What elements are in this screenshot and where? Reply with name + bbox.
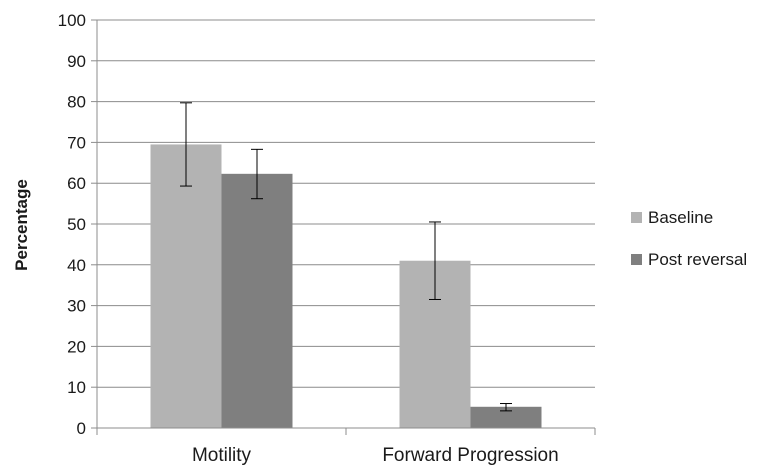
bar-baseline-motility [150, 144, 222, 428]
legend: Baseline Post reversal [631, 208, 747, 269]
legend-item-baseline: Baseline [631, 208, 713, 227]
error-bars [180, 102, 512, 412]
y-tick-label-70: 70 [67, 133, 86, 152]
bar-post-reversal-forward-progression [470, 406, 542, 428]
axes [96, 20, 596, 435]
y-tick-label-80: 80 [67, 93, 86, 112]
y-tick-label-50: 50 [67, 215, 86, 234]
y-tick-label-0: 0 [77, 419, 86, 438]
legend-swatch [631, 212, 642, 223]
error-bar-post-reversal-motility [251, 148, 263, 200]
error-bar-baseline-forward-progression [429, 221, 441, 300]
legend-label: Post reversal [648, 250, 747, 269]
y-tick-label-100: 100 [58, 11, 86, 30]
bars [150, 144, 542, 428]
y-tick-label-40: 40 [67, 256, 86, 275]
y-tick-label-90: 90 [67, 52, 86, 71]
error-bar-post-reversal-forward-progression [500, 403, 512, 412]
legend-item-post-reversal: Post reversal [631, 250, 747, 269]
y-tick-label-30: 30 [67, 297, 86, 316]
y-tick-label-60: 60 [67, 174, 86, 193]
legend-swatch [631, 254, 642, 265]
y-tick-label-20: 20 [67, 337, 86, 356]
category-label-motility: Motility [192, 445, 252, 466]
category-label-forward-progression: Forward Progression [382, 445, 558, 466]
legend-label: Baseline [648, 208, 713, 227]
bar-post-reversal-motility [221, 173, 293, 428]
y-tick-label-10: 10 [67, 378, 86, 397]
y-axis-ticks: 0 10 20 30 40 50 60 70 80 90 100 [58, 11, 97, 438]
error-bar-baseline-motility [180, 102, 192, 187]
category-labels: Motility Forward Progression [192, 445, 559, 466]
y-axis-title: Percentage [12, 179, 31, 271]
